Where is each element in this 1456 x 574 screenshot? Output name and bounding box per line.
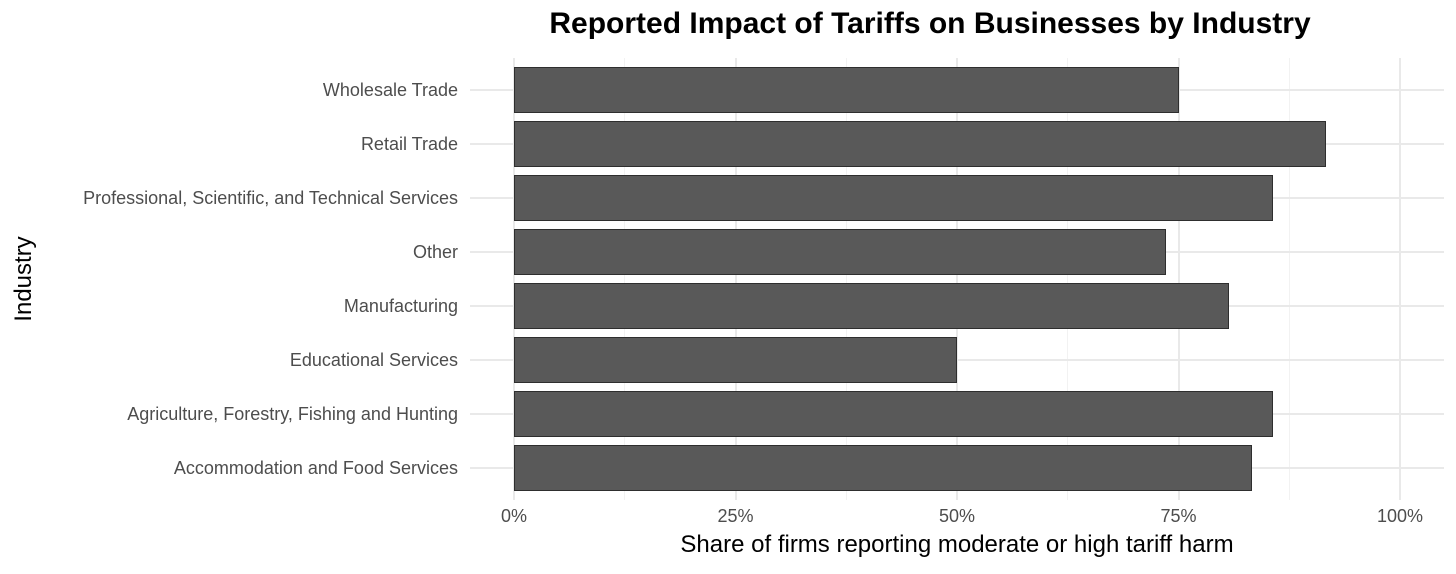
x-tick-label: 25% [717, 506, 754, 526]
gridline-minor-vertical [845, 58, 847, 500]
x-tick-label: 0% [500, 506, 527, 526]
y-tick-label: Wholesale Trade [322, 79, 458, 100]
y-tick-label: Other [412, 241, 458, 262]
bar [514, 66, 1179, 113]
y-tick-label: Professional, Scientific, and Technical … [83, 187, 458, 208]
gridline-major-vertical [513, 58, 515, 500]
bar [514, 282, 1229, 329]
plot-panel [470, 58, 1444, 500]
y-tick-label: Educational Services [289, 349, 458, 370]
gridline-major-vertical [1399, 58, 1401, 500]
x-axis-title: Share of firms reporting moderate or hig… [680, 531, 1234, 558]
y-tick-label: Manufacturing [343, 295, 458, 316]
bar [514, 120, 1327, 167]
gridline-minor-vertical [1288, 58, 1290, 500]
chart-title: Reported Impact of Tariffs on Businesses… [549, 7, 1311, 40]
bar [514, 174, 1274, 221]
gridline-minor-vertical [1067, 58, 1069, 500]
y-tick-label: Accommodation and Food Services [173, 457, 458, 478]
gridline-major-vertical [1177, 58, 1180, 500]
x-tick-label: 100% [1376, 506, 1424, 526]
x-tick-label: 50% [938, 506, 976, 526]
gridline-major-horizontal [470, 358, 1444, 361]
gridline-major-vertical [956, 58, 958, 500]
bar [514, 336, 957, 383]
y-tick-label: Retail Trade [360, 133, 458, 154]
bar [514, 390, 1274, 437]
y-tick-label: Agriculture, Forestry, Fishing and Hunti… [127, 403, 458, 424]
x-tick-label: 75% [1160, 506, 1197, 526]
gridline-minor-vertical [624, 58, 626, 500]
gridline-major-vertical [734, 58, 737, 500]
bar [514, 444, 1253, 491]
bar [514, 228, 1167, 275]
